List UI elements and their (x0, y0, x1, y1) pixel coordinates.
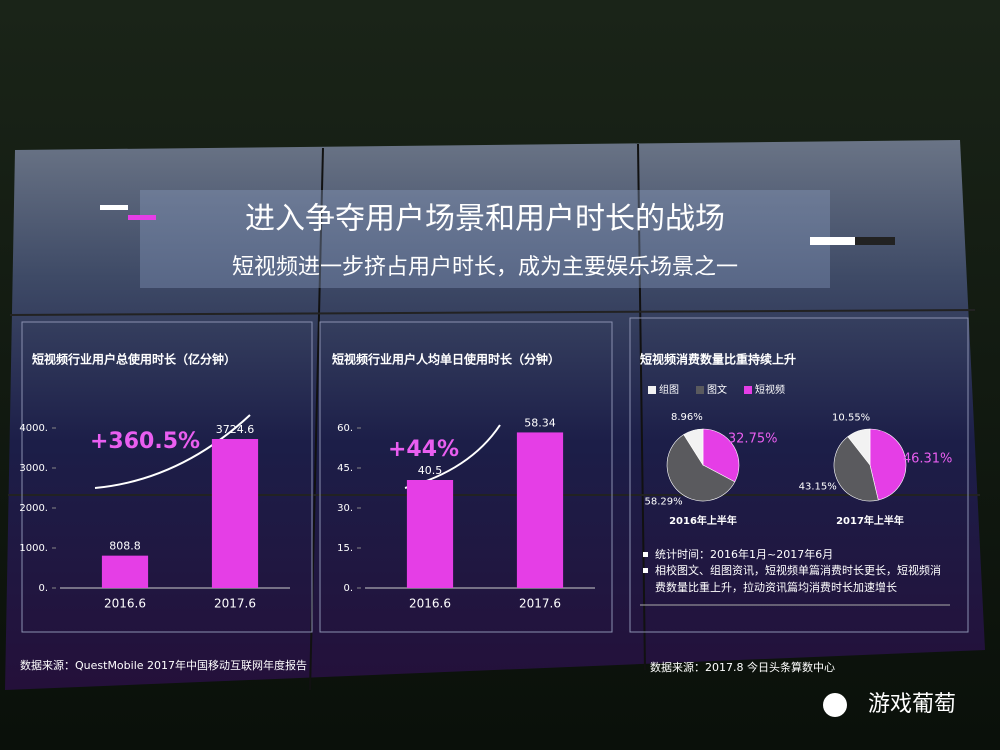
bar (211, 439, 259, 588)
value-label: 10.55% (832, 413, 870, 424)
value-label: 32.75% (728, 432, 778, 447)
deco (100, 205, 128, 210)
chart-title: 短视频消费数量比重持续上升 (640, 352, 796, 367)
note: 统计时间：2016年1月~2017年6月 (655, 547, 833, 561)
bar (406, 480, 454, 588)
annotation: +360.5% (90, 429, 200, 454)
x-tick-label: 2017.6 (214, 597, 256, 611)
value-label: 43.15% (799, 482, 837, 493)
bezel (9, 309, 976, 316)
pie-slice (683, 428, 704, 467)
pie-slice (666, 434, 736, 502)
source: 数据来源：2017.8 今日头条算数中心 (650, 660, 835, 674)
x-tick-label: 2017年上半年 (836, 514, 904, 527)
pie-slice (833, 436, 879, 502)
y-tick-label: 45. (337, 463, 353, 474)
y-tick-label: 2000. (19, 503, 48, 514)
deco (855, 237, 895, 245)
y-tick-label: 4000. (19, 423, 48, 434)
value-label: 3724.6 (216, 423, 255, 436)
legend-swatch (744, 386, 752, 394)
y-tick-label: 60. (337, 423, 353, 434)
legend-swatch (648, 386, 656, 394)
y-tick-label: 30. (337, 503, 353, 514)
x-tick-label: 2016.6 (409, 597, 451, 611)
value-label: 808.8 (109, 540, 141, 553)
legend-label: 组图 (659, 383, 679, 396)
x-tick-label: 2017.6 (519, 597, 561, 611)
slide-subtitle: 短视频进一步挤占用户时长，成为主要娱乐场景之一 (232, 255, 738, 280)
value-label: 58.29% (645, 497, 683, 508)
y-tick-label: 15. (337, 543, 353, 554)
value-label: 40.5 (418, 464, 443, 477)
panel (21, 321, 313, 633)
pie-slice (869, 428, 907, 501)
value-label: 46.31% (903, 452, 953, 467)
x-tick-label: 2016年上半年 (669, 514, 737, 527)
note: 费数量比重上升，拉动资讯篇均消费时长加速增长 (655, 580, 897, 594)
y-tick-label: 1000. (19, 543, 48, 554)
bar (101, 555, 149, 588)
y-tick-label: 3000. (19, 463, 48, 474)
chart-title: 短视频行业用户人均单日使用时长（分钟） (332, 352, 560, 367)
y-tick-label: 0. (38, 583, 48, 594)
panel (319, 321, 613, 633)
bezel (637, 143, 646, 671)
deco (128, 215, 156, 220)
legend-swatch (696, 386, 704, 394)
title-box (140, 190, 830, 288)
trend-arrow (94, 414, 251, 489)
watermark-icon (823, 693, 847, 717)
annotation: +44% (388, 437, 459, 462)
pie-slice (847, 428, 871, 466)
y-tick-label: 0. (343, 583, 353, 594)
slide-title: 进入争夺用户场景和用户时长的战场 (245, 202, 725, 237)
x-tick-label: 2016.6 (104, 597, 146, 611)
value-label: 8.96% (671, 412, 703, 423)
bullet (643, 552, 648, 557)
legend-label: 短视频 (755, 383, 785, 396)
bar (516, 432, 564, 588)
watermark: 游戏葡萄 (868, 692, 956, 717)
legend-label: 图文 (707, 383, 727, 396)
note: 相校图文、组图资讯，短视频单篇消费时长更长，短视频消 (655, 563, 941, 577)
bullet (643, 568, 648, 573)
panel (629, 317, 969, 633)
pie-slice (702, 428, 740, 483)
source: 数据来源：QuestMobile 2017年中国移动互联网年度报告 (20, 658, 307, 672)
chart-title: 短视频行业用户总使用时长（亿分钟） (32, 352, 236, 367)
value-label: 58.34 (524, 416, 556, 429)
deco (810, 237, 855, 245)
